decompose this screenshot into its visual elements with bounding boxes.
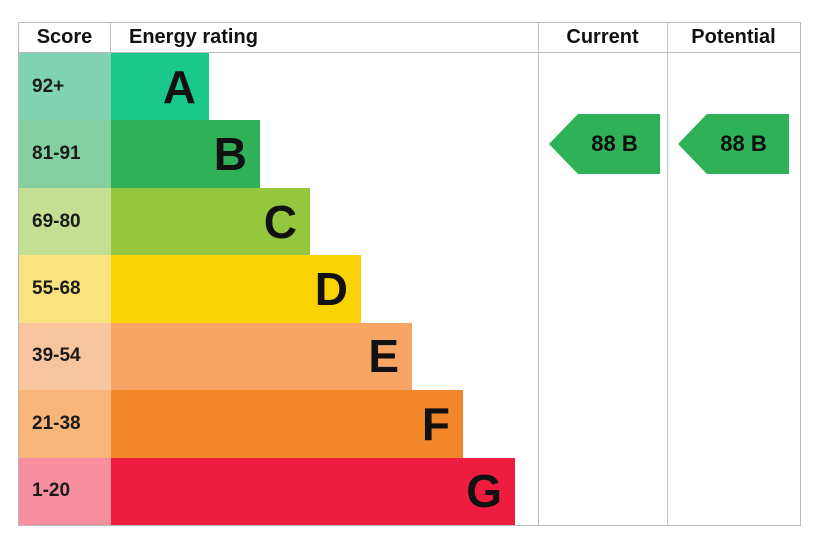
band-letter: G [466,465,502,518]
band-letter: E [368,330,399,383]
band-bar: F [111,390,463,458]
current-rating-label: 88 B [591,131,638,156]
potential-rating-label: 88 B [720,131,767,156]
band-score-range: 39-54 [19,322,111,391]
epc-table: Score Energy rating Current Potential 92… [18,22,801,526]
band-bar: G [111,457,515,525]
header-current: Current [566,26,639,48]
band-score-range: 21-38 [19,390,111,458]
band-row: 55-68 D [19,255,800,323]
band-letter: D [314,262,348,315]
band-score-range: 92+ [19,53,111,121]
header-potential: Potential [691,26,776,48]
band-bar: C [111,187,310,256]
band-letter: B [213,128,247,181]
band-row: 81-91 B [19,120,800,188]
current-column-divider [538,23,539,525]
band-score-range: 55-68 [19,255,111,323]
band-score-range: 69-80 [19,187,111,256]
band-score-range: 1-20 [19,457,111,525]
band-row: 39-54 E [19,322,800,391]
band-bar: B [111,120,260,188]
band-bar: A [111,53,209,121]
band-letter: F [421,397,450,450]
header-score: Score [19,23,111,52]
potential-column-divider [667,23,668,525]
band-row: 21-38 F [19,390,800,458]
band-bar: D [111,255,361,323]
band-rows: 92+ A 81-91 B 69-80 C 55-68 D 39-54 E 21… [19,53,800,525]
band-row: 92+ A [19,53,800,121]
band-letter: A [162,60,196,113]
band-letter: C [263,195,297,248]
table-header: Score Energy rating Current Potential [19,23,800,53]
band-bar: E [111,322,412,391]
band-row: 69-80 C [19,187,800,256]
header-energy-rating: Energy rating [129,26,258,48]
band-row: 1-20 G [19,457,800,525]
band-score-range: 81-91 [19,120,111,188]
